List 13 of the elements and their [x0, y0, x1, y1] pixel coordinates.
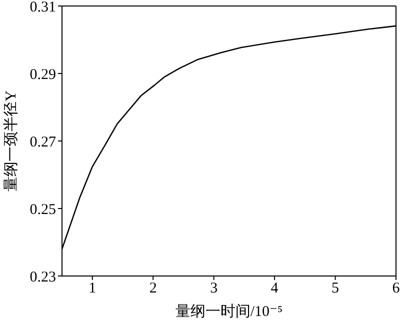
y-axis-title: 量纲一颈半径Y	[2, 90, 20, 192]
y-tick-label: 0.29	[30, 66, 56, 83]
x-tick-label: 2	[149, 280, 157, 297]
y-tick-label: 0.25	[30, 202, 56, 218]
x-tick-label: 1	[88, 280, 96, 297]
y-tick-label: 0.23	[30, 269, 56, 286]
x-tick-label: 3	[210, 280, 218, 297]
x-tick-label: 6	[392, 280, 400, 297]
x-tick-label: 4	[270, 280, 279, 297]
x-axis-title: 量纲一时间/10⁻⁵	[175, 303, 283, 320]
y-tick-label: 0.27	[30, 134, 56, 150]
x-tick-label: 5	[332, 280, 340, 297]
y-tick-label: 0.31	[30, 0, 56, 16]
